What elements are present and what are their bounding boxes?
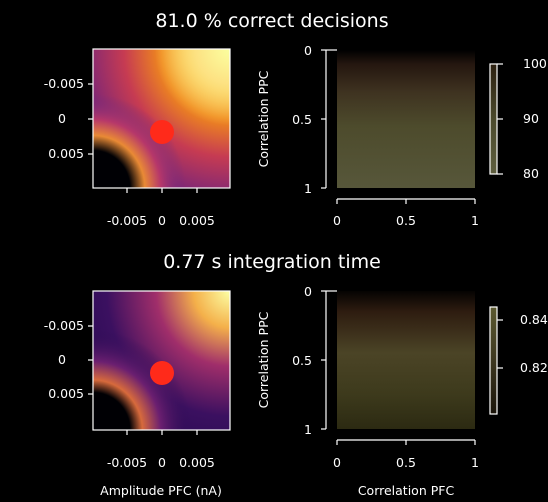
y-tick: 1 (304, 422, 312, 437)
x-tick: 0.005 (179, 213, 215, 228)
colorbar-tick: 90 (523, 111, 539, 126)
x-tick: 0.005 (179, 455, 215, 470)
amplitude-ticks-top (88, 83, 198, 193)
y-axis-label: Correlation PPC (256, 311, 271, 408)
y-tick: -0.005 (44, 76, 84, 91)
y-tick: 0.5 (292, 112, 312, 127)
y-tick: 0 (58, 111, 66, 126)
colorbar-bottom: 0.84 0.82 (489, 306, 548, 415)
chart-title-top: 81.0 % correct decisions (155, 10, 388, 32)
colorbar-tick: 0.82 (520, 360, 548, 375)
x-axis-label: Correlation PFC (358, 483, 455, 498)
x-axis-label: Amplitude PFC (nA) (100, 483, 222, 498)
colorbar-tick: 80 (523, 166, 539, 181)
y-tick: 0 (304, 284, 312, 299)
x-tick: 0 (158, 455, 166, 470)
amplitude-marker-bottom (150, 361, 174, 385)
colorbar-tick: 0.84 (520, 312, 548, 327)
amplitude-marker-top (150, 120, 174, 144)
colorbar-top: 100 90 80 (489, 56, 547, 181)
y-tick: 0.005 (48, 146, 84, 161)
x-tick: -0.005 (107, 455, 147, 470)
x-tick: -0.005 (107, 213, 147, 228)
x-tick: 1 (471, 455, 479, 470)
y-tick: 0 (58, 352, 66, 367)
x-tick: 0.5 (396, 455, 416, 470)
x-tick: 0 (333, 455, 341, 470)
correlation-map-top: 0 0.5 1 0 0.5 1 Correlation PPC (256, 43, 479, 228)
y-tick: 0 (304, 43, 312, 58)
chart-title-bottom: 0.77 s integration time (163, 251, 381, 273)
y-tick: 0.005 (48, 386, 84, 401)
x-tick: 0 (158, 213, 166, 228)
y-tick: 0.5 (292, 353, 312, 368)
amplitude-map-top: -0.005 0 0.005 -0.005 0 0.005 (44, 48, 231, 228)
x-tick: 0 (333, 213, 341, 228)
y-tick: 1 (304, 181, 312, 196)
correlation-map-bottom: 0 0.5 1 0 0.5 1 Correlation PPC Correlat… (256, 284, 479, 498)
x-tick: 0.5 (396, 213, 416, 228)
y-axis-label: Correlation PPC (256, 70, 271, 167)
amplitude-map-bottom: -0.005 0 0.005 -0.005 0 0.005 Amplitude … (44, 290, 231, 498)
y-tick: -0.005 (44, 318, 84, 333)
colorbar-tick: 100 (523, 56, 547, 71)
x-tick: 1 (471, 213, 479, 228)
